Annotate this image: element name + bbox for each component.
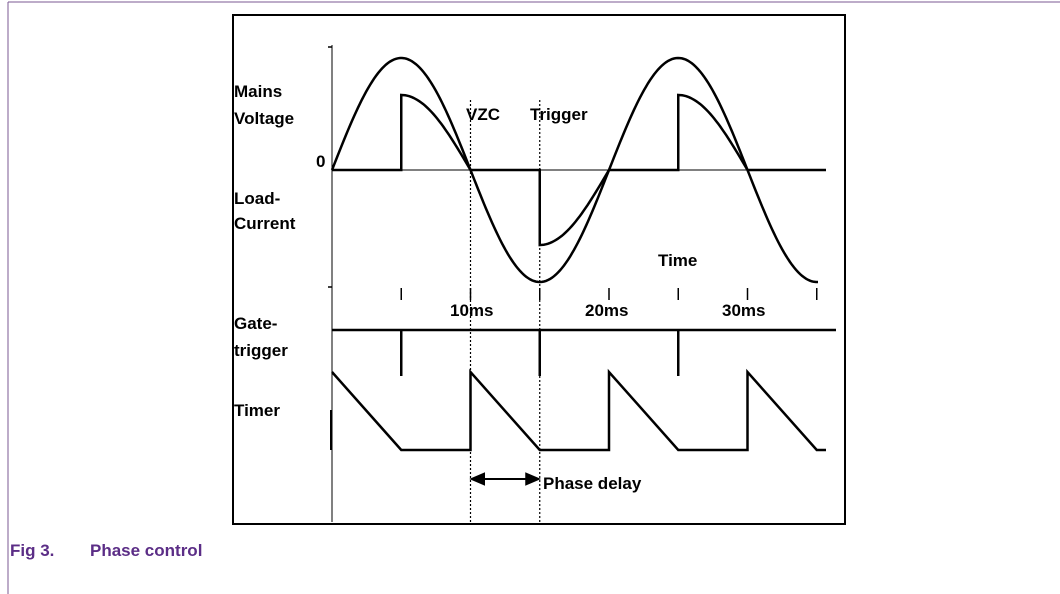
label: Current	[234, 214, 296, 233]
caption-number: Fig 3.	[10, 541, 54, 560]
label: Mains	[234, 82, 282, 101]
arrow-head	[469, 472, 485, 486]
label: Trigger	[530, 105, 588, 124]
figure-box	[232, 14, 846, 525]
arrow-head	[525, 472, 542, 486]
label: Time	[658, 251, 697, 270]
label: 10ms	[450, 301, 493, 320]
label: Load-	[234, 189, 280, 208]
label: 30ms	[722, 301, 765, 320]
label: Timer	[234, 401, 280, 420]
label: Voltage	[234, 109, 294, 128]
timer	[331, 368, 826, 452]
label: 0	[316, 152, 325, 171]
labels: Mains Voltage 0 VZC Trigger Load- Curren…	[234, 82, 765, 493]
label: VZC	[466, 105, 500, 124]
mains-voltage	[330, 56, 818, 284]
caption-title: Phase control	[90, 541, 202, 560]
label: Phase delay	[543, 474, 642, 493]
label: 20ms	[585, 301, 628, 320]
load-current	[332, 93, 826, 247]
waveforms	[328, 45, 836, 524]
label: Gate-	[234, 314, 277, 333]
label: trigger	[234, 341, 288, 360]
